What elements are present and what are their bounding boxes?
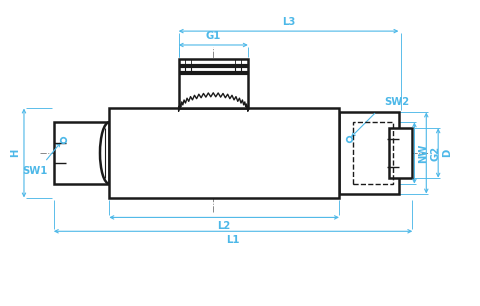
Text: SW2: SW2 <box>384 97 410 107</box>
Text: NW: NW <box>419 143 428 163</box>
Bar <box>353 122 393 184</box>
Text: D: D <box>442 149 452 157</box>
Text: L2: L2 <box>217 221 231 231</box>
Bar <box>339 112 398 194</box>
Text: G1: G1 <box>205 31 221 41</box>
Bar <box>389 128 412 178</box>
Text: L1: L1 <box>226 235 240 245</box>
Text: L3: L3 <box>282 17 295 27</box>
Bar <box>179 59 248 108</box>
Bar <box>54 122 109 184</box>
Bar <box>109 108 339 198</box>
Text: G2: G2 <box>430 145 440 161</box>
Text: H: H <box>10 149 20 157</box>
Text: SW1: SW1 <box>22 166 48 176</box>
